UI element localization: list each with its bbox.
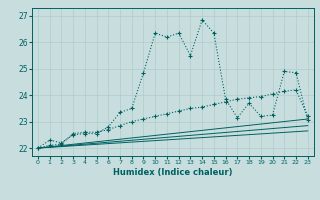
X-axis label: Humidex (Indice chaleur): Humidex (Indice chaleur) (113, 168, 233, 177)
